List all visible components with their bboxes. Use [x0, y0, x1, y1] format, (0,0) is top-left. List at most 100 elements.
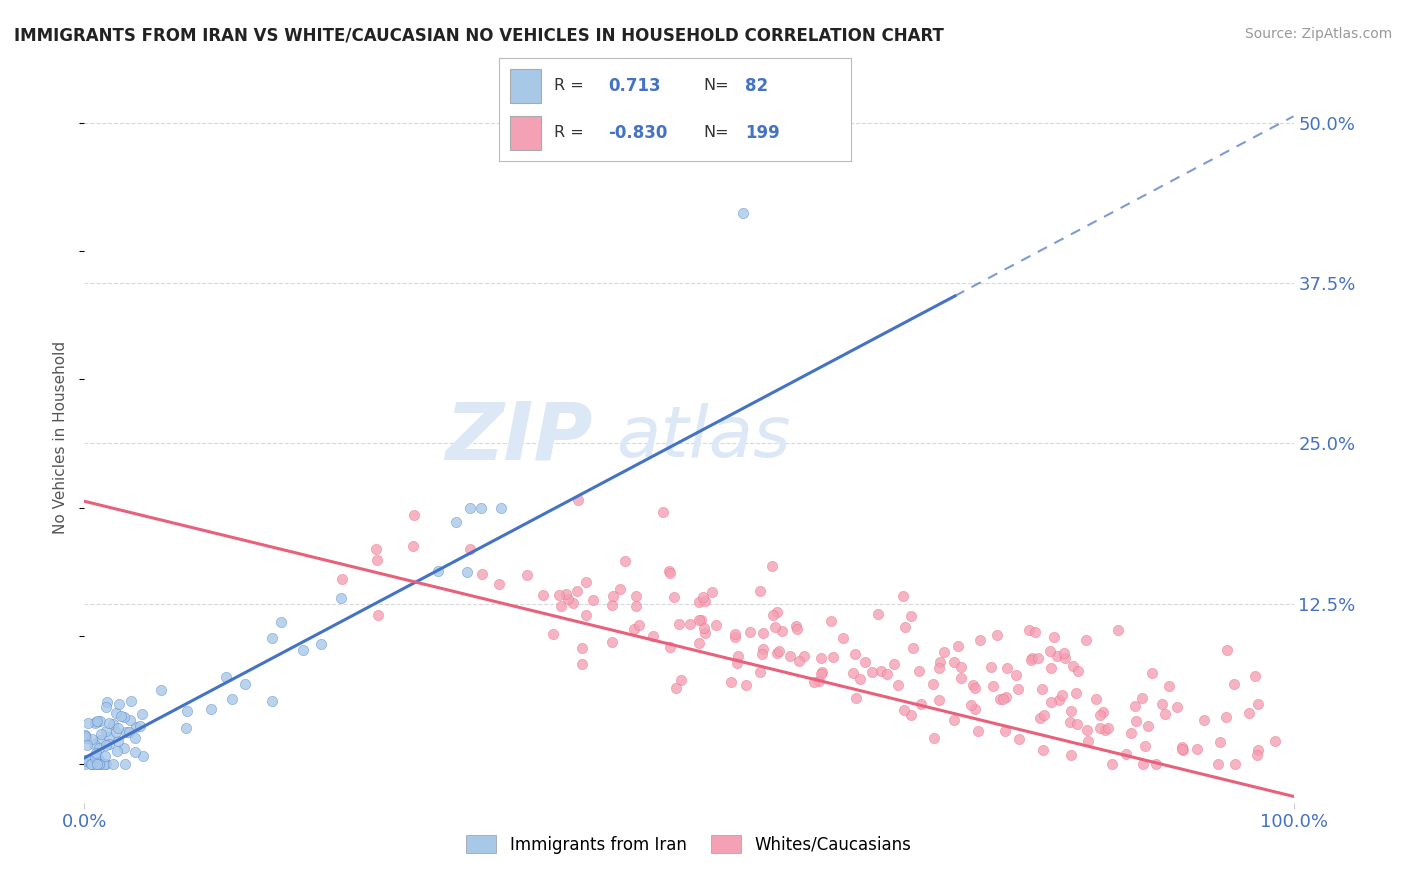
Point	[1007, 682, 1029, 697]
Point	[1039, 644, 1062, 658]
Point	[149, 682, 172, 697]
Point	[664, 590, 686, 604]
Point	[668, 617, 690, 632]
Point	[766, 605, 789, 619]
Text: 0.713: 0.713	[609, 77, 661, 95]
Point	[96, 696, 118, 710]
Point	[75, 731, 97, 745]
Point	[1060, 704, 1083, 718]
Point	[751, 647, 773, 661]
Point	[624, 599, 647, 613]
Point	[260, 694, 283, 708]
Point	[853, 656, 876, 670]
Point	[887, 678, 910, 692]
Point	[1264, 733, 1286, 747]
Point	[516, 567, 538, 582]
Point	[929, 655, 952, 669]
Point	[1062, 658, 1084, 673]
Point	[1171, 741, 1194, 756]
Point	[1039, 661, 1062, 675]
Point	[200, 702, 222, 716]
Point	[80, 757, 103, 772]
Point	[1137, 719, 1160, 733]
Point	[84, 715, 107, 730]
Point	[832, 631, 855, 645]
Point	[1121, 726, 1143, 740]
Point	[114, 710, 136, 724]
Point	[768, 643, 790, 657]
Text: N=: N=	[703, 126, 728, 140]
Point	[1154, 707, 1177, 722]
Point	[550, 599, 572, 614]
Point	[1028, 651, 1050, 665]
Point	[1050, 688, 1073, 702]
Point	[960, 698, 983, 712]
Point	[94, 757, 117, 772]
Point	[120, 694, 142, 708]
Text: -0.830: -0.830	[609, 124, 668, 142]
Point	[1185, 742, 1208, 756]
Point	[112, 741, 135, 756]
Point	[131, 707, 153, 722]
Point	[531, 588, 554, 602]
Text: N=: N=	[703, 78, 728, 93]
Point	[444, 515, 467, 529]
Point	[1125, 714, 1147, 728]
Point	[693, 626, 716, 640]
Point	[1173, 742, 1195, 756]
Point	[114, 725, 136, 739]
Point	[810, 667, 832, 681]
Point	[922, 731, 945, 745]
Point	[89, 732, 111, 747]
Point	[84, 749, 107, 764]
Point	[995, 660, 1018, 674]
Point	[367, 608, 389, 623]
Point	[613, 554, 636, 568]
Point	[1208, 734, 1230, 748]
Point	[821, 650, 844, 665]
Point	[602, 590, 624, 604]
Point	[575, 574, 598, 589]
Point	[1032, 743, 1054, 757]
Point	[90, 726, 112, 740]
Point	[609, 582, 631, 596]
Point	[120, 713, 142, 727]
Point	[623, 622, 645, 636]
Point	[1090, 708, 1112, 723]
Point	[1132, 757, 1154, 772]
Point	[651, 505, 673, 519]
Point	[1085, 691, 1108, 706]
Point	[641, 629, 664, 643]
Point	[118, 725, 141, 739]
Point	[733, 205, 755, 219]
Point	[582, 593, 605, 607]
Point	[811, 665, 834, 680]
Point	[124, 745, 146, 759]
Point	[734, 677, 756, 691]
Point	[1247, 743, 1270, 757]
Text: ZIP: ZIP	[444, 398, 592, 476]
Point	[1097, 721, 1119, 735]
Point	[866, 607, 889, 621]
Point	[84, 714, 107, 729]
Point	[860, 665, 883, 680]
Point	[786, 622, 808, 636]
Point	[1077, 734, 1099, 748]
Point	[690, 613, 713, 627]
Point	[986, 627, 1008, 641]
Point	[724, 630, 747, 644]
Point	[688, 594, 710, 608]
Point	[849, 672, 872, 686]
Point	[176, 704, 198, 718]
Point	[101, 717, 124, 731]
Point	[93, 757, 115, 772]
Point	[1206, 757, 1229, 772]
Point	[907, 665, 929, 679]
Point	[80, 752, 103, 766]
Point	[994, 723, 1017, 738]
Point	[89, 714, 111, 729]
Point	[104, 706, 127, 721]
Legend: Immigrants from Iran, Whites/Caucasians: Immigrants from Iran, Whites/Caucasians	[460, 829, 918, 860]
Point	[1066, 716, 1088, 731]
Point	[688, 613, 710, 627]
